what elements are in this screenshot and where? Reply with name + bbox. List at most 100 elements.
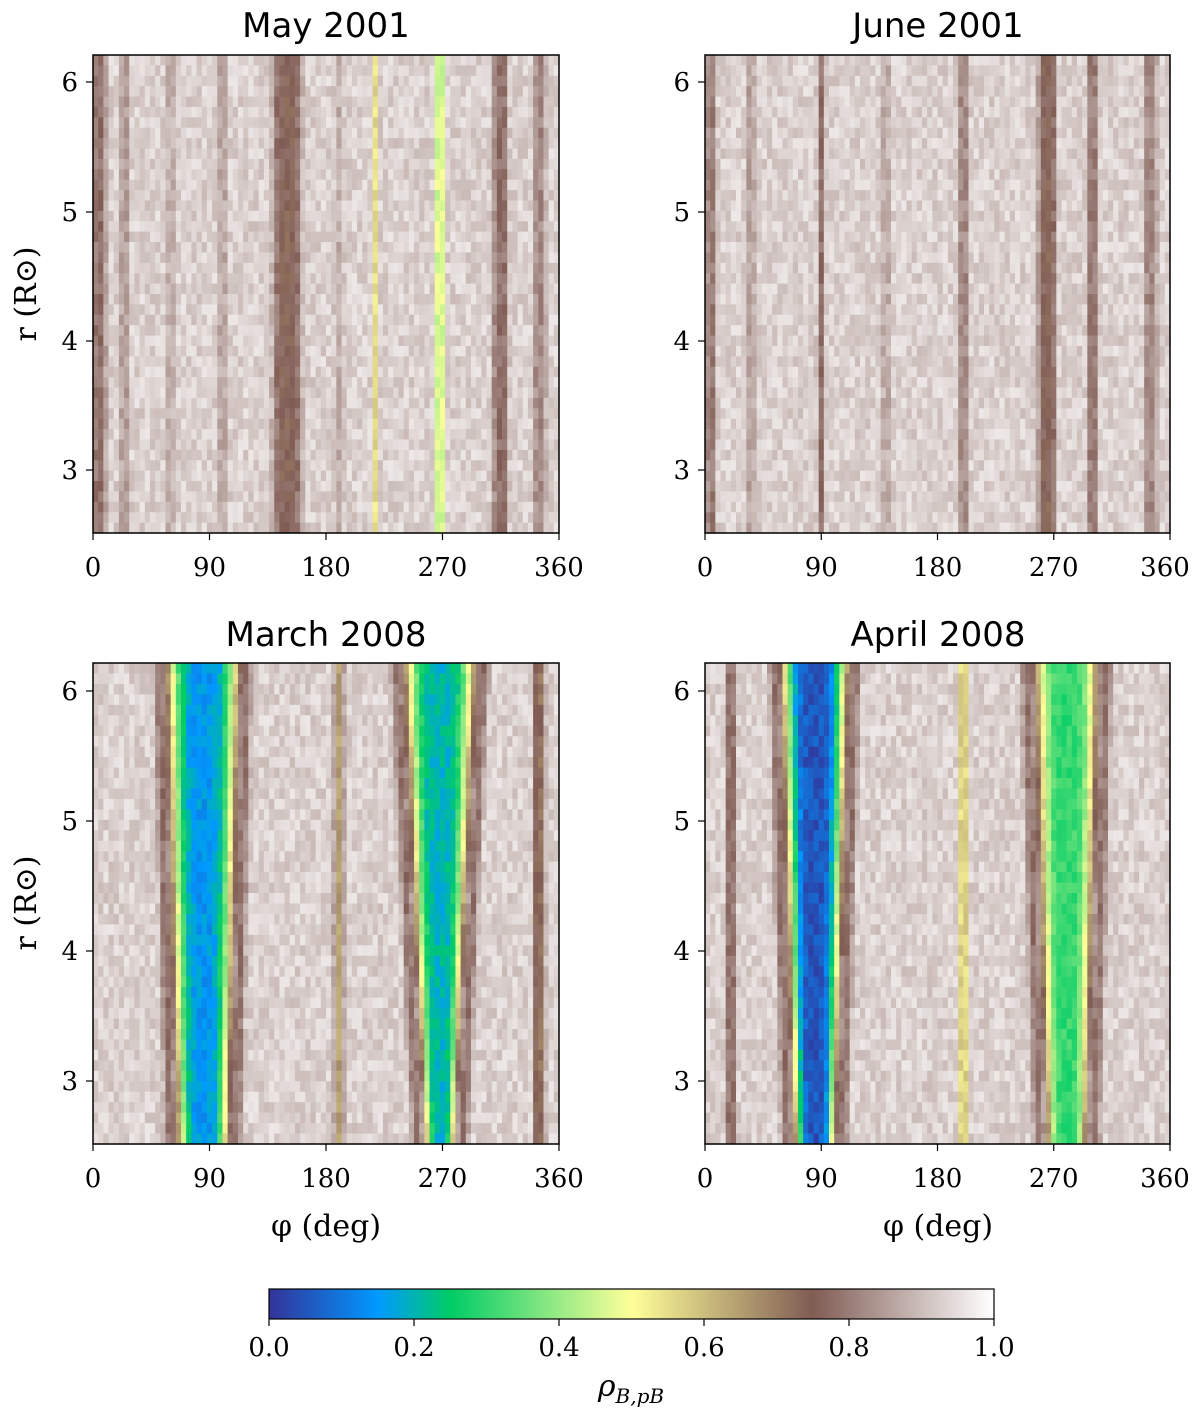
heatmap-cell	[818, 65, 825, 77]
heatmap-cell	[341, 75, 348, 87]
heatmap-cell	[496, 325, 503, 337]
heatmap-cell	[191, 429, 198, 441]
heatmap-cell	[253, 75, 260, 87]
heatmap-cell	[465, 231, 472, 243]
heatmap-cell	[351, 75, 358, 87]
heatmap-cell	[429, 283, 436, 295]
heatmap-cell	[543, 127, 550, 139]
x-ticks: 0 90 180 270 360	[85, 533, 584, 583]
heatmap-cell	[751, 138, 758, 150]
heatmap-cell	[284, 106, 291, 118]
heatmap-cell	[922, 117, 928, 129]
heatmap-cell	[258, 512, 265, 524]
heatmap-cell	[149, 294, 156, 305]
heatmap-cell	[118, 460, 125, 472]
heatmap-cell	[310, 314, 317, 326]
heatmap-cell	[419, 512, 425, 524]
heatmap-cell	[124, 252, 130, 264]
heatmap-cell	[870, 55, 877, 66]
heatmap-cell	[103, 210, 110, 222]
heatmap-cell	[144, 200, 151, 212]
heatmap-cell	[331, 314, 337, 326]
heatmap-cell	[341, 242, 348, 254]
heatmap-cell	[284, 314, 291, 326]
heatmap-cell	[429, 304, 436, 316]
heatmap-cell	[486, 75, 493, 87]
heatmap-cell	[543, 138, 550, 150]
heatmap-cell	[476, 449, 482, 461]
heatmap-cell	[439, 387, 446, 399]
heatmap-cell	[201, 377, 208, 389]
heatmap-cell	[450, 387, 457, 399]
heatmap-cell	[170, 169, 177, 181]
heatmap-cell	[232, 273, 239, 285]
heatmap-cell	[398, 449, 405, 461]
heatmap-cell	[538, 179, 545, 191]
heatmap-cell	[1133, 96, 1140, 108]
heatmap-cell	[382, 190, 389, 202]
heatmap-cell	[429, 242, 436, 254]
heatmap-cell	[1087, 127, 1094, 139]
heatmap-cell	[382, 377, 389, 389]
heatmap-cell	[517, 345, 524, 357]
heatmap-cell	[315, 106, 322, 118]
heatmap-cell	[787, 86, 794, 98]
heatmap-cell	[175, 522, 182, 534]
heatmap-cell	[507, 242, 513, 254]
heatmap-cell	[1025, 55, 1032, 66]
heatmap-cell	[357, 387, 363, 399]
heatmap-cell	[1092, 75, 1099, 87]
heatmap-cell	[507, 55, 513, 66]
heatmap-cell	[310, 512, 317, 524]
heatmap-cell	[108, 55, 115, 66]
heatmap-cell	[237, 345, 244, 357]
heatmap-cell	[522, 397, 529, 409]
heatmap-cell	[253, 65, 260, 77]
heatmap-cell	[813, 117, 820, 129]
heatmap-cell	[496, 179, 503, 191]
heatmap-cell	[315, 221, 322, 233]
heatmap-cell	[538, 252, 545, 264]
heatmap-cell	[165, 190, 172, 202]
heatmap-cell	[553, 304, 560, 316]
heatmap-cell	[388, 304, 394, 316]
heatmap-cell	[139, 273, 146, 285]
heatmap-cell	[269, 106, 275, 118]
heatmap-cell	[465, 55, 472, 66]
heatmap-cell	[1009, 138, 1016, 150]
heatmap-cell	[548, 158, 555, 170]
heatmap-cell	[527, 512, 534, 524]
heatmap-cell	[212, 221, 218, 233]
heatmap-cell	[331, 231, 337, 243]
heatmap-cell	[538, 366, 545, 378]
heatmap-cell	[165, 408, 172, 420]
heatmap-cell	[155, 397, 161, 409]
heatmap-cell	[460, 512, 467, 524]
heatmap-cell	[351, 190, 358, 202]
heatmap-cell	[746, 86, 753, 98]
heatmap-cell	[367, 335, 374, 347]
heatmap-cell	[1040, 55, 1047, 66]
heatmap-cell	[419, 242, 425, 254]
heatmap-cell	[496, 294, 503, 305]
heatmap-cell	[725, 55, 732, 66]
heatmap-cell	[460, 273, 467, 285]
heatmap-cell	[367, 179, 374, 191]
heatmap-cell	[227, 148, 234, 160]
heatmap-cell	[408, 262, 415, 274]
heatmap-cell	[1020, 65, 1026, 77]
heatmap-cell	[434, 65, 441, 77]
heatmap-cell	[258, 231, 265, 243]
heatmap-cell	[160, 387, 167, 399]
heatmap-cell	[481, 283, 488, 295]
heatmap-cell	[336, 397, 343, 409]
heatmap-cell	[823, 138, 830, 150]
heatmap-cell	[388, 449, 394, 461]
heatmap-cell	[460, 408, 467, 420]
heatmap-cell	[491, 481, 498, 493]
heatmap-cell	[243, 190, 249, 202]
heatmap-cell	[175, 387, 182, 399]
heatmap-cell	[206, 470, 213, 482]
heatmap-cell	[165, 304, 172, 316]
heatmap-cell	[803, 138, 809, 150]
